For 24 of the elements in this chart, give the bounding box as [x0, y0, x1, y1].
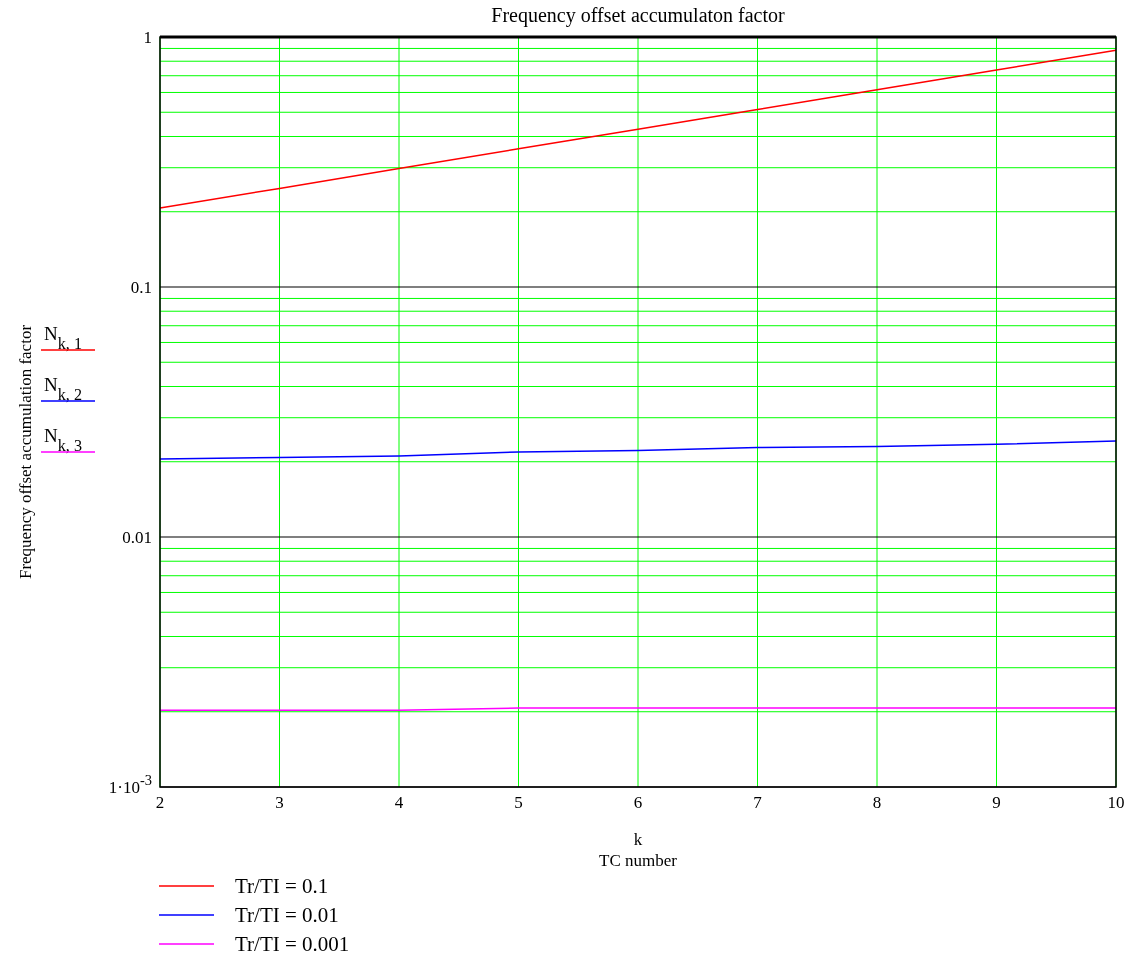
text: N$_{k, 1}$ — [44, 323, 82, 352]
x-tick-label: 10 — [1107, 793, 1125, 812]
chart-title: Frequency offset accumulaton factor — [491, 4, 786, 27]
legend-label: Tr/TI = 0.1 — [235, 874, 329, 898]
x-tick-label: 5 — [514, 793, 523, 812]
x-tick-label: 4 — [394, 793, 404, 812]
x-tick-label: 8 — [872, 793, 882, 812]
text: N$_{k, 2}$ — [44, 374, 82, 403]
x-tick-label: 3 — [275, 793, 284, 812]
y-tick-label: 1·10$^{-3}$ — [108, 772, 152, 797]
x-tick-label: 6 — [633, 793, 643, 812]
x-tick-label: 9 — [992, 793, 1001, 812]
x-tick-label: 2 — [155, 793, 165, 812]
x-axis-title: k TC number — [599, 830, 678, 870]
y-tick-label: 0.01 — [122, 528, 152, 547]
legend-label: Tr/TI = 0.001 — [235, 932, 350, 956]
y-tick-label: 0.1 — [130, 278, 152, 297]
line-series — [159, 440, 1117, 460]
text: N$_{k, 3}$ — [44, 425, 82, 454]
legend-label: Tr/TI = 0.01 — [235, 903, 339, 927]
y-axis-title: Frequency offset accumulation factor — [16, 324, 35, 580]
y-tick-label: 1 — [143, 28, 152, 47]
x-tick-label: 7 — [753, 793, 763, 812]
line-series — [159, 49, 1117, 209]
